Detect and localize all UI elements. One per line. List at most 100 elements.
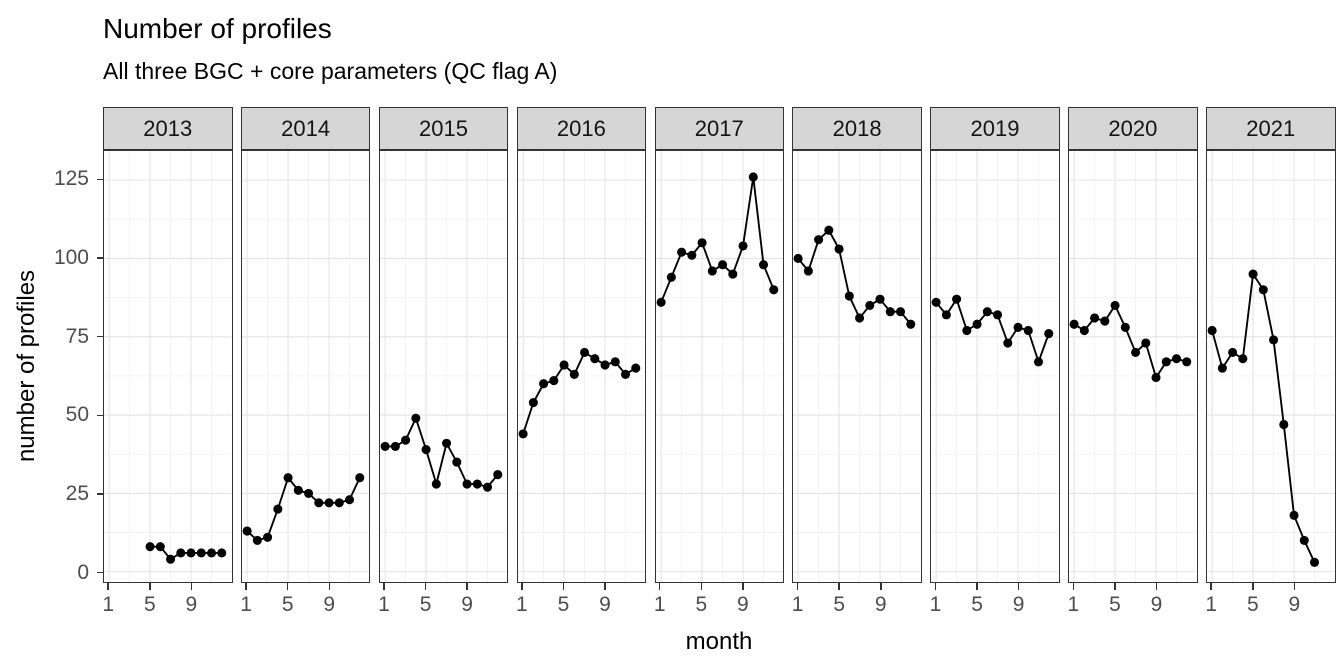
data-point [314, 498, 324, 508]
data-point [518, 429, 528, 439]
data-point [942, 310, 952, 320]
data-point [1003, 338, 1013, 348]
x-tick-mark [424, 583, 427, 590]
x-tick-label: 1 [791, 593, 804, 616]
data-point [1079, 325, 1090, 336]
series-line-2014 [246, 476, 361, 542]
data-point [686, 250, 696, 260]
data-point [1228, 347, 1238, 358]
facet-plot-2015 [379, 151, 508, 582]
x-tick-label: 5 [695, 593, 708, 616]
data-point [1023, 325, 1034, 336]
facet-panel-2020 [1068, 150, 1198, 583]
facet-strip-2021: 2021 [1206, 107, 1336, 150]
x-tick-label: 9 [737, 593, 749, 616]
data-point [656, 297, 666, 307]
data-point [845, 291, 855, 301]
data-point [793, 253, 804, 264]
data-point [875, 294, 885, 304]
data-point [176, 548, 186, 558]
x-tick-label: 9 [874, 593, 887, 616]
data-point [1044, 329, 1054, 339]
x-tick-label: 5 [143, 593, 156, 616]
facet-panel-2017 [654, 150, 784, 583]
data-point [482, 482, 492, 492]
data-point [697, 238, 707, 248]
data-point [1141, 338, 1151, 348]
data-point [748, 172, 758, 182]
data-point [579, 347, 589, 358]
data-point [824, 225, 834, 235]
data-point [906, 319, 916, 329]
facet-2014: 2014 1 5 9 [240, 107, 371, 617]
data-point [303, 488, 313, 498]
x-tick-label: 1 [1067, 593, 1080, 616]
y-tick-mark [96, 414, 103, 417]
data-point [441, 438, 451, 448]
y-tick-label: 125 [53, 167, 89, 191]
data-point [155, 542, 165, 552]
data-point [1182, 357, 1192, 367]
data-point [620, 369, 630, 379]
y-tick-label: 100 [53, 245, 89, 269]
data-point [196, 548, 206, 558]
facet-plot-2016 [517, 151, 646, 582]
facet-plot-2014 [241, 151, 370, 582]
data-point [217, 548, 227, 558]
x-tick-mark [1072, 583, 1075, 590]
x-tick-mark [383, 583, 385, 590]
x-tick-label: 9 [1288, 593, 1301, 616]
x-tick-label: 5 [971, 593, 983, 616]
data-point [1090, 313, 1100, 323]
data-point [344, 495, 354, 505]
facet-panel-2021 [1206, 150, 1336, 583]
data-point [676, 247, 686, 257]
data-point [252, 535, 262, 545]
data-point [1151, 372, 1161, 383]
x-tick-label: 5 [419, 593, 432, 616]
data-point [380, 441, 390, 452]
facet-strip-2017: 2017 [654, 107, 784, 150]
x-tick-mark [190, 583, 193, 590]
x-tick-mark [976, 583, 978, 590]
data-point [1034, 357, 1044, 367]
y-tick-label: 25 [65, 482, 89, 505]
facet-plot-2019 [931, 151, 1059, 582]
x-tick-mark [658, 583, 661, 590]
data-point [1161, 357, 1171, 367]
data-point [186, 548, 196, 558]
facet-panel-2019 [930, 150, 1060, 583]
data-point [1269, 335, 1279, 345]
data-point [1131, 347, 1141, 358]
x-tick-label: 9 [185, 593, 198, 616]
x-tick-label: 9 [323, 593, 336, 616]
x-tick-label: 9 [1150, 593, 1163, 616]
series-line-2017 [659, 176, 775, 303]
data-point [610, 357, 620, 367]
x-tick-label: 1 [378, 593, 390, 616]
x-tick-mark [107, 583, 109, 590]
data-point [717, 260, 727, 270]
x-tick-label: 1 [515, 593, 528, 616]
data-point [896, 307, 906, 317]
data-point [452, 457, 462, 467]
data-point [600, 360, 610, 370]
x-tick-mark [838, 583, 840, 590]
data-point [355, 473, 365, 483]
x-tick-mark [466, 583, 468, 590]
data-point [1248, 269, 1258, 279]
data-point [293, 485, 303, 495]
data-point [931, 297, 941, 307]
x-tick-label: 9 [1012, 593, 1025, 616]
data-point [1120, 322, 1130, 332]
data-point [855, 313, 865, 323]
x-tick-label: 1 [653, 593, 666, 616]
facet-strip-2018: 2018 [792, 107, 922, 150]
facet-plot-2020 [1069, 151, 1197, 582]
data-point [727, 269, 737, 279]
data-point [972, 319, 982, 329]
series-line-2015 [384, 417, 499, 489]
x-tick-mark [328, 583, 331, 590]
data-point [273, 504, 283, 514]
